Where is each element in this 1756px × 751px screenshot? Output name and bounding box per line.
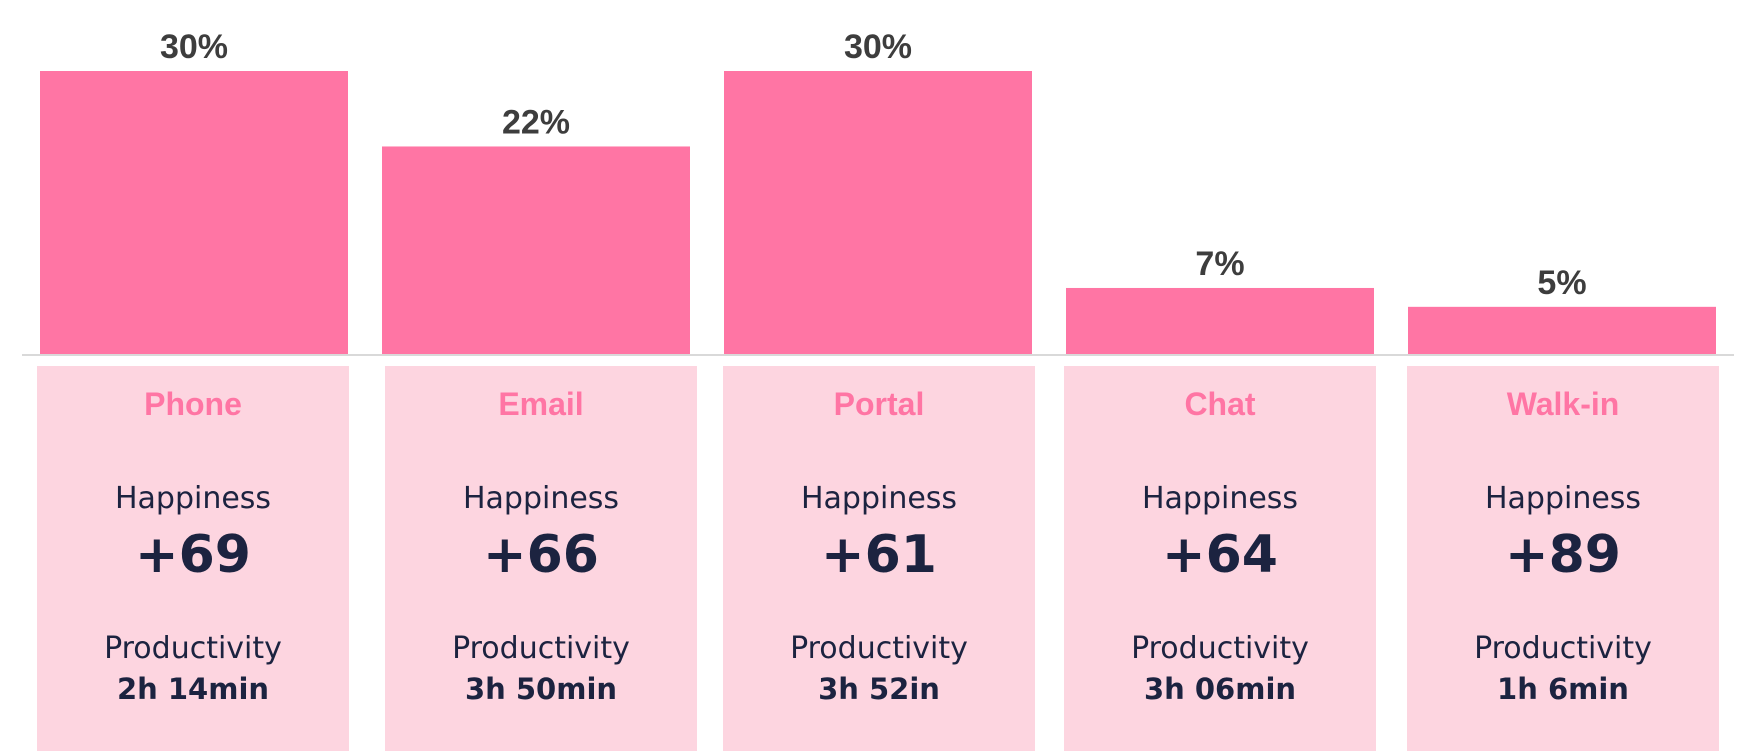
happiness-label: Happiness — [1484, 481, 1642, 516]
bar-walk-in — [1408, 306, 1716, 354]
channel-name: Portal — [833, 386, 925, 422]
bar-value-label-portal: 30% — [844, 28, 912, 66]
productivity-value: 2h 14min — [116, 672, 270, 706]
bar-phone — [40, 71, 348, 354]
channel-name: Chat — [1184, 386, 1256, 422]
productivity-value: 3h 52in — [818, 672, 940, 706]
happiness-value: +69 — [135, 525, 251, 585]
bar-chart: 30% 22% 30% 7% 5% — [22, 28, 1734, 356]
productivity-label: Productivity — [1131, 631, 1309, 666]
channel-name: Phone — [144, 386, 242, 422]
productivity-label: Productivity — [790, 631, 968, 666]
channel-card-walk-in: Walk-in Happiness +89 Productivity 1h 6m… — [1407, 366, 1719, 751]
happiness-value: +64 — [1162, 525, 1278, 585]
bar-chat — [1066, 287, 1374, 354]
happiness-label: Happiness — [1141, 481, 1299, 516]
channel-name: Walk-in — [1506, 386, 1620, 422]
happiness-label: Happiness — [462, 481, 620, 516]
channel-card-email: Email Happiness +66 Productivity 3h 50mi… — [385, 366, 697, 751]
productivity-value: 1h 6min — [1497, 672, 1629, 706]
channel-name: Email — [498, 386, 584, 422]
happiness-label: Happiness — [114, 481, 272, 516]
happiness-value: +66 — [483, 525, 599, 585]
channel-card-phone: Phone Happiness +69 Productivity 2h 14mi… — [37, 366, 349, 751]
bar-value-label-walk-in: 5% — [1537, 264, 1586, 302]
channel-card-portal: Portal Happiness +61 Productivity 3h 52i… — [723, 366, 1035, 751]
happiness-value: +89 — [1505, 525, 1621, 585]
happiness-label: Happiness — [800, 481, 958, 516]
productivity-label: Productivity — [1474, 631, 1652, 666]
productivity-label: Productivity — [452, 631, 630, 666]
productivity-label: Productivity — [104, 631, 282, 666]
bar-value-label-email: 22% — [502, 103, 570, 141]
bar-value-label-phone: 30% — [160, 28, 228, 66]
productivity-value: 3h 50min — [464, 672, 618, 706]
bar-portal — [724, 71, 1032, 354]
bar-email — [382, 146, 690, 354]
happiness-value: +61 — [821, 525, 937, 585]
productivity-value: 3h 06min — [1143, 672, 1297, 706]
bar-value-label-chat: 7% — [1195, 245, 1244, 283]
channel-card-chat: Chat Happiness +64 Productivity 3h 06min — [1064, 366, 1376, 751]
